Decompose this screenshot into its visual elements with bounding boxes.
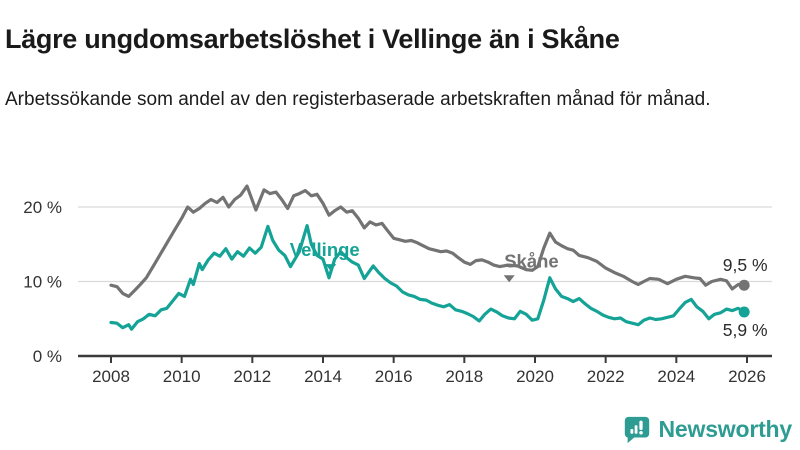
y-tick-label: 10 % <box>23 273 62 292</box>
series-label-vellinge: Vellinge <box>290 239 360 260</box>
exclamation-dot <box>638 430 643 435</box>
bar-small <box>629 429 633 434</box>
series-label-skåne: Skåne <box>504 250 559 271</box>
newsworthy-bubble-icon <box>624 416 649 444</box>
series-label-arrow-icon <box>503 275 515 283</box>
y-tick-label: 20 % <box>23 198 62 217</box>
chart-subtitle: Arbetssökande som andel av den registerb… <box>5 89 711 110</box>
x-tick-label: 2018 <box>445 367 483 386</box>
series-line-skåne <box>109 184 746 298</box>
x-tick-label: 2022 <box>587 367 625 386</box>
series-line-vellinge <box>109 224 746 331</box>
x-tick-label: 2014 <box>304 367 342 386</box>
page-title: Lägre ungdomsarbetslöshet i Vellinge än … <box>5 24 620 55</box>
series-end-dot-vellinge <box>738 306 750 318</box>
brand-name: Newsworthy <box>658 415 793 442</box>
y-tick-label: 0 % <box>33 347 62 366</box>
x-tick-label: 2010 <box>163 367 201 386</box>
end-value-label: 9,5 % <box>723 255 768 275</box>
x-tick-label: 2026 <box>728 367 766 386</box>
newsworthy-logo: Newsworthy <box>622 414 792 444</box>
exclamation-bar <box>638 420 643 430</box>
x-tick-label: 2020 <box>516 367 554 386</box>
bar-medium <box>634 425 637 434</box>
end-value-label: 5,9 % <box>723 320 768 340</box>
x-tick-label: 2008 <box>92 367 130 386</box>
series-label-arrow-icon <box>325 264 337 272</box>
x-tick-label: 2024 <box>657 367 695 386</box>
series-end-dot-skåne <box>738 279 750 291</box>
x-tick-label: 2012 <box>233 367 271 386</box>
x-tick-label: 2016 <box>375 367 413 386</box>
